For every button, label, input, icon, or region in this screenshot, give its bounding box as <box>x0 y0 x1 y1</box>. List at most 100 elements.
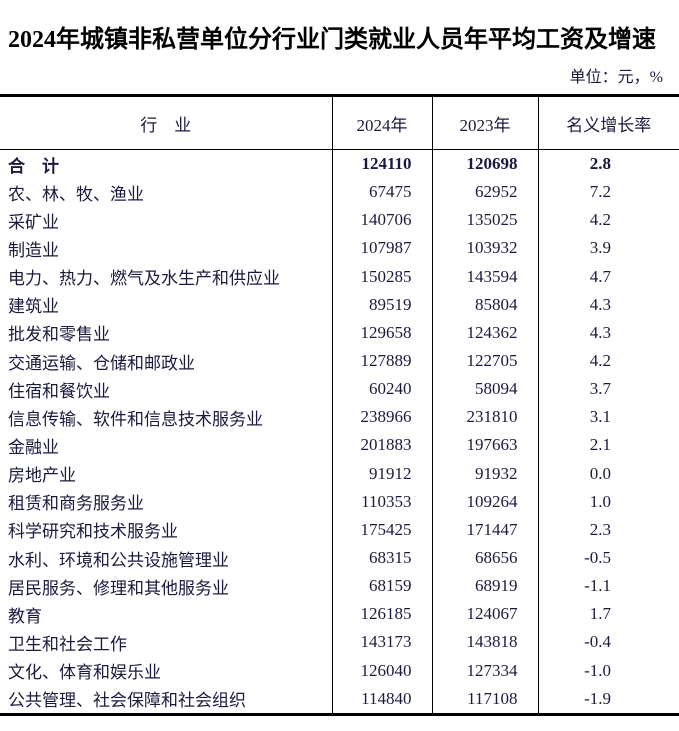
value-2024-cell: 201883 <box>332 431 433 460</box>
value-2023-cell: 109264 <box>432 487 539 516</box>
value-2024-cell: 68159 <box>332 572 433 601</box>
industry-cell: 交通运输、仓储和邮政业 <box>0 346 333 376</box>
table-row: 水利、环境和公共设施管理业 68315 68656 -0.5 <box>0 543 679 573</box>
industry-cell: 信息传输、软件和信息技术服务业 <box>0 403 333 432</box>
value-2023-cell: 124362 <box>432 318 539 347</box>
value-2023-cell: 120698 <box>432 149 539 179</box>
industry-cell: 建筑业 <box>0 290 333 319</box>
industry-cell: 居民服务、修理和其他服务业 <box>0 572 333 601</box>
industry-cell: 卫生和社会工作 <box>0 628 333 657</box>
value-2024-cell: 238966 <box>332 403 433 432</box>
value-2023-cell: 171447 <box>432 515 539 544</box>
page: 2024年城镇非私营单位分行业门类就业人员年平均工资及增速 单位：元，% 行 业… <box>0 27 679 716</box>
value-2024-cell: 110353 <box>332 487 433 516</box>
value-2023-cell: 122705 <box>432 346 539 376</box>
table-row: 文化、体育和娱乐业 126040 127334 -1.0 <box>0 656 679 685</box>
value-2024-cell: 143173 <box>332 628 433 657</box>
value-2023-cell: 62952 <box>432 178 539 207</box>
column-header-2024: 2024年 <box>332 95 433 150</box>
table-row: 住宿和餐饮业 60240 58094 3.7 <box>0 375 679 404</box>
table-row: 农、林、牧、渔业 67475 62952 7.2 <box>0 178 679 207</box>
table-row: 租赁和商务服务业 110353 109264 1.0 <box>0 487 679 516</box>
value-2024-cell: 140706 <box>332 206 433 235</box>
growth-cell: 1.0 <box>589 491 611 511</box>
value-2023-cell: 117108 <box>432 684 539 715</box>
growth-cell: 4.2 <box>589 351 611 371</box>
value-2023-cell: 231810 <box>432 403 539 432</box>
unit-note: 单位：元，% <box>569 69 663 86</box>
industry-cell: 金融业 <box>0 431 333 460</box>
growth-cell: -0.4 <box>584 632 611 652</box>
industry-cell: 公共管理、社会保障和社会组织 <box>0 684 333 715</box>
table-header: 行 业 2024年 2023年 名义增长率 <box>0 95 679 150</box>
growth-cell: 3.1 <box>589 407 611 427</box>
value-2023-cell: 135025 <box>432 206 539 235</box>
value-2023-cell: 197663 <box>432 431 539 460</box>
industry-cell: 房地产业 <box>0 459 333 488</box>
growth-cell: -0.5 <box>584 548 611 568</box>
header-row: 行 业 2024年 2023年 名义增长率 <box>0 95 679 150</box>
growth-cell: -1.0 <box>584 660 611 680</box>
growth-cell: 3.9 <box>589 238 611 258</box>
table-body: 合 计 124110 120698 2.8 农、林、牧、渔业 67475 62952 7.2 采… <box>0 149 679 715</box>
value-2023-cell: 127334 <box>432 656 539 685</box>
growth-cell: 2.1 <box>589 435 611 455</box>
table-row: 建筑业 89519 85804 4.3 <box>0 290 679 319</box>
industry-cell: 文化、体育和娱乐业 <box>0 656 333 685</box>
table-row: 合 计 124110 120698 2.8 <box>0 149 679 179</box>
table-row: 教育 126185 124067 1.7 <box>0 600 679 629</box>
value-2024-cell: 127889 <box>332 346 433 376</box>
value-2024-cell: 126040 <box>332 656 433 685</box>
table-row: 制造业 107987 103932 3.9 <box>0 234 679 263</box>
column-header-2023: 2023年 <box>432 95 539 150</box>
industry-cell: 合 计 <box>0 149 333 179</box>
growth-cell: 4.2 <box>589 210 611 230</box>
value-2024-cell: 175425 <box>332 515 433 544</box>
value-2023-cell: 68919 <box>432 572 539 601</box>
value-2023-cell: 68656 <box>432 543 539 573</box>
value-2023-cell: 58094 <box>432 375 539 404</box>
industry-cell: 水利、环境和公共设施管理业 <box>0 543 333 573</box>
value-2024-cell: 107987 <box>332 234 433 263</box>
table-row: 金融业 201883 197663 2.1 <box>0 431 679 460</box>
value-2024-cell: 129658 <box>332 318 433 347</box>
growth-cell: 2.3 <box>589 519 611 539</box>
growth-cell: 0.0 <box>589 463 611 483</box>
value-2024-cell: 150285 <box>332 262 433 291</box>
table-row: 公共管理、社会保障和社会组织 114840 117108 -1.9 <box>0 684 679 715</box>
table-row: 交通运输、仓储和邮政业 127889 122705 4.2 <box>0 346 679 376</box>
table-row: 卫生和社会工作 143173 143818 -0.4 <box>0 628 679 657</box>
page-title: 2024年城镇非私营单位分行业门类就业人员年平均工资及增速 <box>8 27 656 53</box>
industry-cell: 住宿和餐饮业 <box>0 375 333 404</box>
industry-cell: 批发和零售业 <box>0 318 333 347</box>
value-2023-cell: 103932 <box>432 234 539 263</box>
value-2024-cell: 60240 <box>332 375 433 404</box>
industry-cell: 电力、热力、燃气及水生产和供应业 <box>0 262 333 291</box>
column-header-industry: 行 业 <box>0 95 333 150</box>
wage-table: 行 业 2024年 2023年 名义增长率 合 计 124110 120698 2.8… <box>0 94 679 716</box>
industry-cell: 农、林、牧、渔业 <box>0 178 333 207</box>
table-row: 科学研究和技术服务业 175425 171447 2.3 <box>0 515 679 544</box>
value-2024-cell: 114840 <box>332 684 433 715</box>
growth-cell: 1.7 <box>589 604 611 624</box>
column-header-growth: 名义增长率 <box>538 95 679 150</box>
value-2024-cell: 91912 <box>332 459 433 488</box>
value-2024-cell: 89519 <box>332 290 433 319</box>
growth-cell: 2.8 <box>589 154 611 174</box>
value-2024-cell: 68315 <box>332 543 433 573</box>
value-2023-cell: 85804 <box>432 290 539 319</box>
industry-cell: 教育 <box>0 600 333 629</box>
table-row: 居民服务、修理和其他服务业 68159 68919 -1.1 <box>0 572 679 601</box>
value-2024-cell: 126185 <box>332 600 433 629</box>
value-2023-cell: 124067 <box>432 600 539 629</box>
table-row: 信息传输、软件和信息技术服务业 238966 231810 3.1 <box>0 403 679 432</box>
growth-cell: 3.7 <box>589 379 611 399</box>
table-row: 采矿业 140706 135025 4.2 <box>0 206 679 235</box>
growth-cell: 4.7 <box>589 266 611 286</box>
growth-cell: -1.9 <box>584 688 611 708</box>
growth-cell: 4.3 <box>589 322 611 342</box>
value-2023-cell: 143818 <box>432 628 539 657</box>
value-2024-cell: 67475 <box>332 178 433 207</box>
industry-cell: 租赁和商务服务业 <box>0 487 333 516</box>
table-row: 电力、热力、燃气及水生产和供应业 150285 143594 4.7 <box>0 262 679 291</box>
